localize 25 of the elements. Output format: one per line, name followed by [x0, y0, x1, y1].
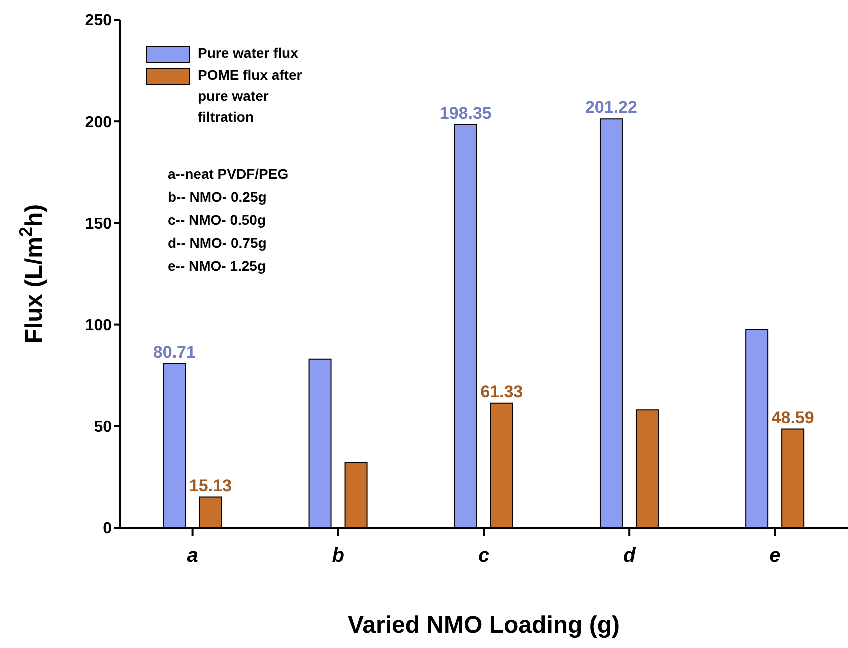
data-label: 201.22	[585, 98, 638, 118]
x-tick-label: a	[187, 545, 198, 568]
data-label: 15.13	[189, 476, 232, 496]
annotation: a--neat PVDF/PEG	[168, 165, 289, 184]
y-tick-label: 0	[103, 520, 112, 538]
data-label: 61.33	[480, 382, 524, 402]
x-tick-label: b	[332, 545, 345, 568]
data-label: 80.71	[153, 342, 196, 362]
y-tick-label: 200	[85, 114, 112, 132]
y-tick-label: 250	[85, 12, 112, 30]
legend-label: POME flux after pure water filtration	[198, 66, 304, 127]
data-label: 48.59	[772, 408, 814, 428]
legend-label: Pure water flux	[198, 44, 300, 63]
y-tick-label: 100	[85, 317, 112, 334]
annotation: d-- NMO- 0.75g	[168, 234, 268, 253]
x-tick-label: e	[770, 545, 781, 568]
data-label: 198.35	[440, 104, 492, 123]
annotation: e-- NMO- 1.25g	[168, 257, 268, 276]
annotation: c-- NMO- 0.50g	[168, 211, 268, 230]
y-tick-label: 150	[85, 216, 112, 233]
y-tick-label: 50	[94, 419, 112, 436]
annotation: b-- NMO- 0.25g	[168, 188, 268, 207]
x-tick-label: c	[478, 545, 490, 568]
x-tick-label: d	[623, 545, 636, 568]
x-axis-title: Varied NMO Loading (g)	[348, 612, 620, 639]
